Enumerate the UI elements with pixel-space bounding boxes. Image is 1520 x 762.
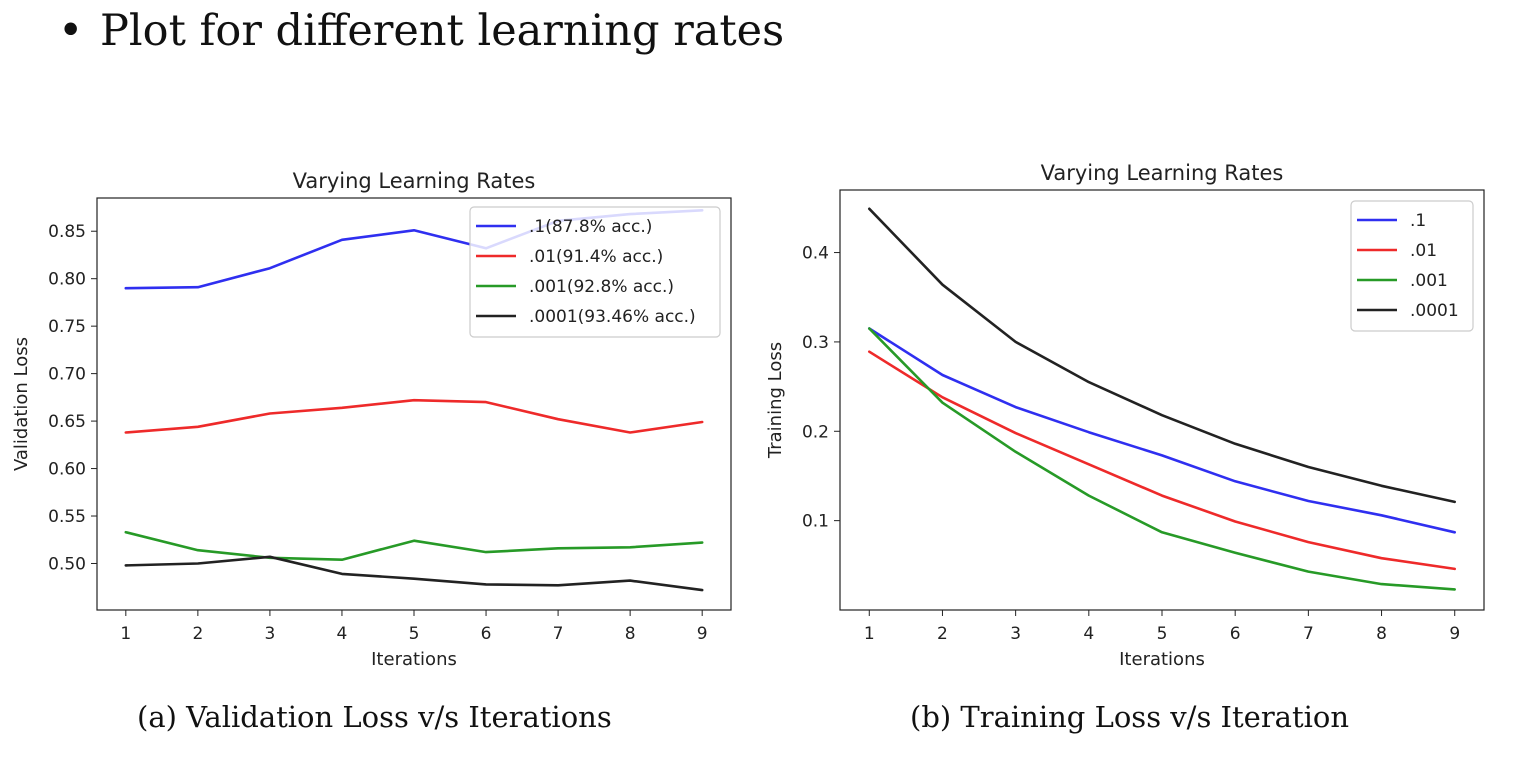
chart-b-xtick-label: 5	[1157, 624, 1168, 644]
chart-a-xlabel: Iterations	[371, 649, 457, 670]
chart-b-series-line-blue	[867, 327, 1456, 534]
chart-b-series-line-green	[867, 327, 1456, 591]
chart-a-legend-label: .001(92.8% acc.)	[529, 277, 674, 297]
chart-a-series-line-green	[124, 530, 704, 562]
chart-b-ytick-label: 0.2	[802, 422, 829, 442]
chart-a-legend-label: .0001(93.46% acc.)	[529, 307, 696, 327]
chart-b-xtick-label: 2	[937, 624, 948, 644]
chart-a-legend	[469, 206, 721, 338]
chart-a-series-line-black	[124, 555, 704, 592]
chart-a-ytick-label: 0.50	[48, 554, 86, 574]
chart-a-ytick-label: 0.55	[48, 507, 86, 527]
chart-a-xtick-label: 8	[625, 624, 636, 644]
chart-b-xtick-label: 6	[1230, 624, 1241, 644]
chart-a-ytick-label: 0.80	[48, 270, 86, 290]
chart-b-legend-label: .01	[1410, 241, 1437, 261]
chart-a-ytick-label: 0.60	[48, 460, 86, 480]
chart-b-ytick-label: 0.1	[802, 512, 829, 532]
chart-b-xtick-label: 3	[1010, 624, 1021, 644]
chart-b-series-line-black	[867, 207, 1456, 504]
chart-a-ytick-label: 0.75	[48, 317, 86, 337]
chart-b-ytick-label: 0.4	[802, 244, 829, 264]
chart-a-xtick-label: 2	[192, 624, 203, 644]
caption-b: (b) Training Loss v/s Iteration	[910, 700, 1350, 734]
heading-text: Plot for different learning rates	[100, 6, 785, 56]
chart-b-ylabel: Training Loss	[765, 342, 786, 459]
chart-b-xtick-label: 9	[1449, 624, 1460, 644]
chart-b-legend-label: .0001	[1410, 301, 1459, 321]
chart-a-ytick-label: 0.70	[48, 365, 86, 385]
chart-a-legend-label: .01(91.4% acc.)	[529, 247, 663, 267]
bullet: •	[58, 6, 84, 56]
chart-a-xtick-label: 4	[337, 624, 348, 644]
caption-a: (a) Validation Loss v/s Iterations	[137, 700, 612, 734]
chart-b-title: Varying Learning Rates	[1041, 161, 1284, 185]
chart-a-xtick-label: 9	[697, 624, 708, 644]
chart-b-legend-label: .001	[1410, 271, 1448, 291]
chart-a-ytick-label: 0.85	[48, 222, 86, 242]
chart-a-series-line-red	[124, 398, 704, 434]
chart-a-ylabel: Validation Loss	[11, 337, 32, 471]
chart-a-title: Varying Learning Rates	[293, 169, 536, 193]
chart-b-xtick-label: 1	[864, 624, 875, 644]
page-heading: • Plot for different learning rates	[58, 6, 784, 56]
chart-b-xlabel: Iterations	[1119, 649, 1205, 670]
chart-a-xtick-label: 3	[264, 624, 275, 644]
chart-b-xtick-label: 4	[1083, 624, 1094, 644]
chart-a-xtick-label: 5	[409, 624, 420, 644]
chart-a-legend-label: .1(87.8% acc.)	[529, 217, 652, 237]
chart-a-xtick-label: 7	[553, 624, 564, 644]
chart-b-xtick-label: 7	[1303, 624, 1314, 644]
chart-a-ytick-label: 0.65	[48, 412, 86, 432]
chart-b-ytick-label: 0.3	[802, 333, 829, 353]
chart-b-xtick-label: 8	[1376, 624, 1387, 644]
chart-b-legend	[1350, 200, 1474, 332]
chart-a: Varying Learning Rates 1 2 3 4 5 6 7 8 9 0.50 0.55 0…	[11, 169, 732, 670]
chart-b: Varying Learning Rates 1 2 3 4 5 6 7 8 9 0.1 0.2 0.3…	[765, 161, 1485, 670]
chart-b-legend-label: .1	[1410, 211, 1426, 231]
chart-a-xtick-label: 1	[120, 624, 131, 644]
chart-a-xtick-label: 6	[481, 624, 492, 644]
chart-b-series-line-red	[867, 350, 1456, 571]
